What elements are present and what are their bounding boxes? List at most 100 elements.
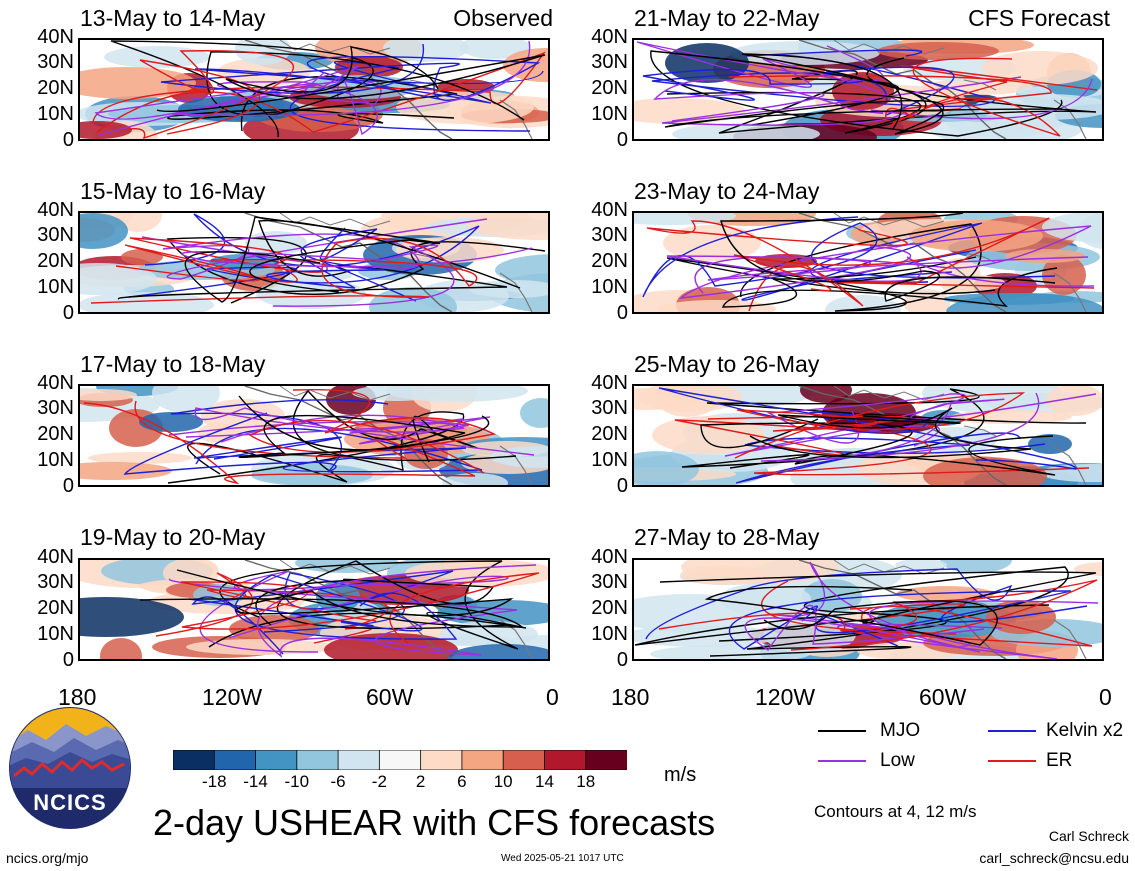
- y-tick-label: 10N: [37, 276, 74, 298]
- colorbar-tick-label: -6: [330, 772, 346, 791]
- y-tick-label: 20N: [37, 77, 74, 99]
- panel-title: 17-May to 18-May: [80, 351, 266, 377]
- y-tick-label: 20N: [591, 423, 628, 445]
- legend-line-kelvin: [988, 730, 1036, 732]
- colorbar-swatch: [378, 749, 422, 771]
- panel-title: 23-May to 24-May: [634, 178, 820, 204]
- shear-map-panel: [78, 558, 550, 661]
- legend-line-low: [818, 760, 866, 762]
- ncics-logo: NCICS: [8, 706, 132, 830]
- y-tick-label: 30N: [591, 224, 628, 246]
- y-tick-label: 40N: [591, 372, 628, 394]
- y-tick-label: 10N: [37, 623, 74, 645]
- y-tick-label: 10N: [37, 449, 74, 471]
- legend-label-mjo: MJO: [880, 720, 921, 741]
- footer-url: ncics.org/mjo: [6, 850, 89, 866]
- y-tick-label: 40N: [37, 546, 74, 568]
- footer-email: carl_schreck@ncsu.edu: [979, 850, 1129, 866]
- y-tick-label: 20N: [591, 250, 628, 272]
- colorbar-swatch: [502, 749, 546, 771]
- main-title: 2-day USHEAR with CFS forecasts: [153, 802, 716, 843]
- shear-map-panel: [78, 38, 550, 141]
- y-tick-label: 0: [616, 649, 628, 671]
- x-tick-left-180: 180: [58, 684, 97, 710]
- colorbar-swatch: [420, 749, 463, 771]
- y-tick-label: 30N: [591, 397, 628, 419]
- footer-author: Carl Schreck: [1048, 828, 1129, 844]
- panel-tag: Observed: [453, 5, 553, 31]
- y-tick-label: 40N: [37, 372, 74, 394]
- panel-title: 21-May to 22-May: [634, 5, 820, 31]
- colorbar-tick-label: 14: [534, 772, 554, 791]
- colorbar-swatch: [461, 749, 505, 771]
- x-tick-right-180: 180: [611, 684, 650, 710]
- colorbar-swatch: [213, 749, 257, 771]
- colorbar-tick-label: -2: [371, 772, 387, 791]
- colorbar-swatch: [544, 749, 587, 771]
- colorbar-swatch: [255, 749, 298, 771]
- y-tick-label: 20N: [37, 250, 74, 272]
- colorbar-swatch: [296, 749, 339, 771]
- y-tick-label: 30N: [591, 51, 628, 73]
- y-tick-label: 40N: [591, 26, 628, 48]
- colorbar: [172, 749, 628, 771]
- colorbar-unit: m/s: [664, 764, 697, 786]
- legend-label-er: ER: [1046, 750, 1073, 771]
- panel-title: 27-May to 28-May: [634, 524, 820, 550]
- y-tick-label: 10N: [591, 623, 628, 645]
- y-tick-label: 10N: [37, 103, 74, 125]
- colorbar-swatch: [337, 749, 381, 771]
- y-tick-label: 0: [62, 475, 74, 497]
- footer-timestamp: Wed 2025-05-21 1017 UTC: [501, 853, 624, 864]
- panel-title: 13-May to 14-May: [80, 5, 266, 31]
- y-tick-label: 40N: [591, 546, 628, 568]
- contours-note: Contours at 4, 12 m/s: [814, 802, 977, 821]
- logo-text: NCICS: [33, 790, 106, 815]
- panel-title: 15-May to 16-May: [80, 178, 266, 204]
- y-tick-label: 40N: [591, 199, 628, 221]
- y-tick-label: 0: [616, 475, 628, 497]
- y-tick-label: 10N: [591, 449, 628, 471]
- colorbar-tick-label: -10: [284, 772, 310, 791]
- y-tick-label: 30N: [37, 51, 74, 73]
- y-tick-label: 20N: [37, 423, 74, 445]
- legend-line-er: [988, 760, 1036, 762]
- y-tick-label: 30N: [37, 571, 74, 593]
- panel-title: 25-May to 26-May: [634, 351, 820, 377]
- y-tick-label: 20N: [591, 597, 628, 619]
- legend-label-low: Low: [880, 750, 915, 771]
- y-tick-label: 0: [62, 302, 74, 324]
- legend-line-mjo: [818, 730, 866, 732]
- y-tick-label: 10N: [591, 103, 628, 125]
- y-tick-label: 0: [62, 129, 74, 151]
- x-tick-right-120w: 120W: [755, 684, 816, 710]
- y-tick-label: 10N: [591, 276, 628, 298]
- colorbar-tick-label: 6: [457, 772, 467, 791]
- x-tick-right-0: 0: [1099, 684, 1112, 710]
- colorbar-swatch: [172, 749, 216, 771]
- x-tick-left-120w: 120W: [202, 684, 263, 710]
- y-tick-label: 20N: [37, 597, 74, 619]
- y-tick-label: 0: [616, 302, 628, 324]
- shear-map-panel: [78, 384, 550, 487]
- panel-title: 19-May to 20-May: [80, 524, 266, 550]
- y-tick-label: 30N: [37, 397, 74, 419]
- colorbar-tick-label: 2: [415, 772, 426, 791]
- legend-label-kelvin: Kelvin x2: [1046, 720, 1124, 741]
- x-tick-left-0: 0: [546, 684, 559, 710]
- y-tick-label: 30N: [591, 571, 628, 593]
- panel-tag: CFS Forecast: [968, 5, 1110, 31]
- y-tick-label: 0: [616, 129, 628, 151]
- y-tick-label: 0: [62, 649, 74, 671]
- colorbar-swatch: [585, 749, 628, 771]
- colorbar-tick-label: 10: [493, 772, 513, 791]
- shear-map-panel: [632, 211, 1104, 314]
- colorbar-tick-label: -14: [243, 772, 268, 791]
- y-tick-label: 40N: [37, 199, 74, 221]
- shear-map-panel: [632, 384, 1104, 487]
- shear-map-panel: [632, 558, 1104, 661]
- shear-map-panel: [632, 38, 1104, 141]
- colorbar-tick-label: -18: [201, 772, 227, 791]
- y-tick-label: 20N: [591, 77, 628, 99]
- colorbar-tick-label: 18: [576, 772, 596, 791]
